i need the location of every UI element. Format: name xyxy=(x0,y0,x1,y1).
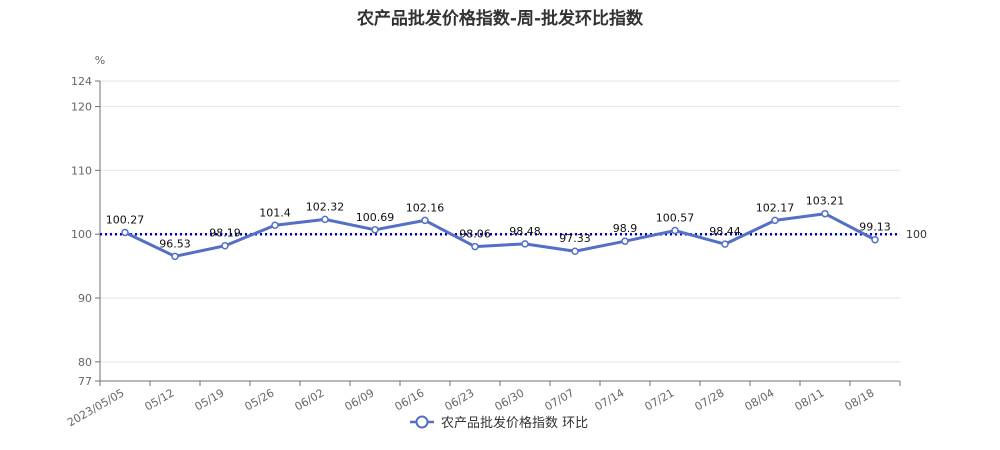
data-point xyxy=(521,240,529,248)
data-label: 101.4 xyxy=(259,206,291,219)
data-point xyxy=(821,209,829,218)
data-label: 97.33 xyxy=(559,232,591,245)
data-point xyxy=(671,226,679,235)
x-tick-label: 07/07 xyxy=(543,386,577,413)
data-point xyxy=(321,215,329,224)
y-tick-label: 77 xyxy=(78,375,92,388)
y-tick-label: 80 xyxy=(78,356,92,369)
data-point xyxy=(621,237,629,245)
data-label: 98.44 xyxy=(709,225,741,238)
x-tick-label: 07/28 xyxy=(693,386,727,413)
data-label: 100.69 xyxy=(356,211,395,224)
y-tick-label: 124 xyxy=(71,75,92,88)
data-point xyxy=(721,240,729,248)
x-tick-label: 08/18 xyxy=(843,386,877,413)
reference-layer: 100 xyxy=(100,228,927,241)
x-tick-label: 06/09 xyxy=(343,386,377,413)
data-point xyxy=(121,228,129,237)
data-point xyxy=(421,216,429,225)
data-point xyxy=(371,226,379,234)
data-label: 100.27 xyxy=(106,213,145,226)
x-tick-label: 07/21 xyxy=(643,386,677,413)
data-label: 98.48 xyxy=(509,225,541,238)
data-point xyxy=(171,252,179,261)
legend[interactable]: 农产品批发价格指数 环比 xyxy=(410,415,588,431)
data-label: 96.53 xyxy=(159,237,191,250)
data-label: 98.19 xyxy=(209,227,241,240)
grid-layer xyxy=(100,80,900,363)
x-tick-label: 2023/05/05 xyxy=(65,386,126,429)
y-tick-label: 100 xyxy=(71,228,92,241)
data-label: 99.13 xyxy=(859,221,891,234)
x-tick-label: 05/12 xyxy=(143,386,177,413)
x-tick-label: 06/30 xyxy=(493,386,527,413)
series-layer xyxy=(121,209,879,261)
data-label: 103.21 xyxy=(806,195,845,208)
label-layer: 100.27 96.53 98.19 101.4 102.32 100.69 102.16 9… xyxy=(106,195,891,251)
data-label: 102.32 xyxy=(306,200,345,213)
legend-marker-icon xyxy=(415,415,429,429)
y-tick-label: 120 xyxy=(71,101,92,114)
data-label: 100.57 xyxy=(656,212,695,225)
reference-line-label: 100 xyxy=(906,228,927,241)
y-tick-label: 110 xyxy=(71,164,92,177)
data-label: 102.16 xyxy=(406,201,445,214)
data-label: 98.06 xyxy=(459,228,491,241)
series-line xyxy=(124,212,876,258)
legend-item-label: 农产品批发价格指数 环比 xyxy=(441,415,588,431)
data-label: 98.9 xyxy=(613,222,638,235)
x-tick-label: 08/11 xyxy=(793,386,827,413)
x-tick-label: 06/02 xyxy=(293,386,327,413)
y-tick-label: 90 xyxy=(78,292,92,305)
data-point xyxy=(571,247,579,255)
y-axis-label: % xyxy=(95,54,105,67)
chart-title: 农产品批发价格指数-周-批发环比指数 xyxy=(356,9,644,29)
data-point xyxy=(871,235,879,244)
x-tick-label: 06/16 xyxy=(393,386,427,413)
x-tick-label: 07/14 xyxy=(593,386,627,413)
data-point xyxy=(771,216,779,225)
x-tick-label: 06/23 xyxy=(443,386,477,413)
data-label: 102.17 xyxy=(756,201,795,214)
x-tick-label: 05/26 xyxy=(243,386,277,413)
data-point xyxy=(271,221,279,230)
x-tick-label: 08/04 xyxy=(743,386,777,413)
data-point xyxy=(221,241,229,250)
x-tick-label: 05/19 xyxy=(193,386,227,413)
data-point xyxy=(471,242,479,251)
